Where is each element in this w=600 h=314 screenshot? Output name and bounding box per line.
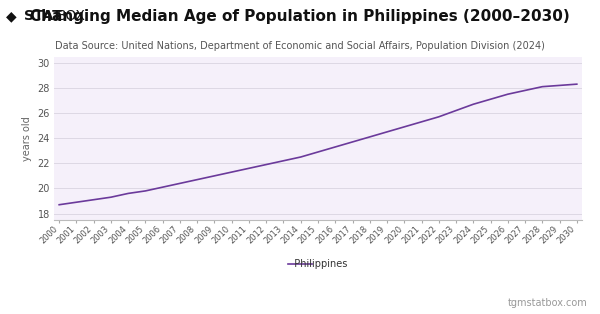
Text: BOX: BOX xyxy=(57,9,86,24)
Text: Changing Median Age of Population in Philippines (2000–2030): Changing Median Age of Population in Phi… xyxy=(30,9,570,24)
Text: STAT: STAT xyxy=(24,9,62,24)
Text: tgmstatbox.com: tgmstatbox.com xyxy=(508,298,588,308)
Y-axis label: years old: years old xyxy=(22,116,32,160)
Text: ◆: ◆ xyxy=(6,9,22,24)
Text: Data Source: United Nations, Department of Economic and Social Affairs, Populati: Data Source: United Nations, Department … xyxy=(55,41,545,51)
Text: Philippines: Philippines xyxy=(289,259,347,269)
